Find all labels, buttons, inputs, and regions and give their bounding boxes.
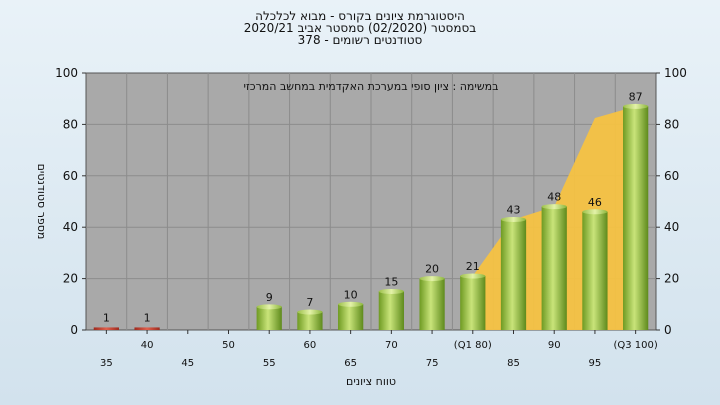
data-label: 10 <box>344 288 358 301</box>
data-label: 87 <box>629 90 643 103</box>
bar-top <box>623 103 649 109</box>
bar <box>256 306 282 330</box>
x-tick-label: 70 <box>385 340 398 351</box>
chart-title-line-3: סטודנטים רשומים - 378 <box>297 33 423 47</box>
y-tick-label-left: 80 <box>63 117 78 131</box>
bar-top <box>256 304 282 310</box>
bar-top <box>378 288 404 294</box>
bar <box>460 276 486 330</box>
y-tick-label-right: 80 <box>664 117 679 131</box>
bar <box>582 211 608 330</box>
y-tick-label-left: 40 <box>63 220 78 234</box>
y-tick-label-right: 60 <box>664 169 679 183</box>
x-tick-label: 85 <box>507 358 520 369</box>
data-label: 1 <box>144 311 151 324</box>
x-tick-label: 90 <box>548 340 561 351</box>
bar <box>297 312 323 330</box>
y-axis-label: מספר סטודנטים <box>35 164 48 240</box>
data-label: 20 <box>425 263 439 276</box>
x-axis-label: טווח ציונים <box>346 375 396 388</box>
x-tick-label: 65 <box>344 358 357 369</box>
bar-top <box>338 301 364 307</box>
data-label: 9 <box>266 291 273 304</box>
x-tick-label: (Q3 100) <box>613 340 657 351</box>
data-label: 1 <box>103 311 110 324</box>
bar <box>419 278 445 330</box>
y-tick-label-left: 20 <box>63 272 78 286</box>
plot-annotation: במשימה : ציון סופי במערכת האקדמית במחשב … <box>244 80 499 93</box>
bar-top <box>500 216 527 222</box>
y-tick-label-left: 0 <box>70 323 78 337</box>
x-tick-label: 35 <box>100 358 113 369</box>
bar <box>623 106 649 330</box>
x-tick-label: 40 <box>141 340 154 351</box>
data-label: 48 <box>547 191 561 204</box>
chart-title-line-1: היסטוגרמת ציונים בקורס - מבוא לכלכלה <box>255 9 465 23</box>
bar-top <box>460 273 486 279</box>
bar <box>338 304 364 330</box>
x-tick-label: 95 <box>589 358 602 369</box>
x-tick-label: (Q1 80) <box>454 340 492 351</box>
bar-top <box>419 276 445 282</box>
chart-title: היסטוגרמת ציונים בקורס - מבוא לכלכלה בסמ… <box>0 10 720 46</box>
data-label: 43 <box>507 203 521 216</box>
y-tick-label-right: 0 <box>664 323 672 337</box>
x-tick-label: 75 <box>426 358 439 369</box>
data-label: 46 <box>588 196 602 209</box>
data-label: 7 <box>306 296 313 309</box>
bar <box>500 219 527 330</box>
bar <box>541 206 567 330</box>
y-tick-label-left: 100 <box>55 66 78 80</box>
data-label: 21 <box>466 260 480 273</box>
bar-top <box>582 209 608 215</box>
bar <box>134 327 160 330</box>
y-tick-label-left: 60 <box>63 169 78 183</box>
x-tick-label: 55 <box>263 358 276 369</box>
bar-top <box>297 309 323 315</box>
x-tick-label: 60 <box>304 340 317 351</box>
x-tick-label: 45 <box>181 358 194 369</box>
y-tick-label-right: 100 <box>664 66 687 80</box>
bar <box>93 327 119 330</box>
data-label: 15 <box>384 275 398 288</box>
x-tick-label: 50 <box>222 340 235 351</box>
y-tick-label-right: 40 <box>664 220 679 234</box>
chart-title-line-2: בסמסטר (02/2020) סמסטר אביב 2020/21 <box>243 21 477 35</box>
bar-top <box>541 204 567 210</box>
bar <box>378 291 404 330</box>
y-tick-label-right: 20 <box>664 272 679 286</box>
